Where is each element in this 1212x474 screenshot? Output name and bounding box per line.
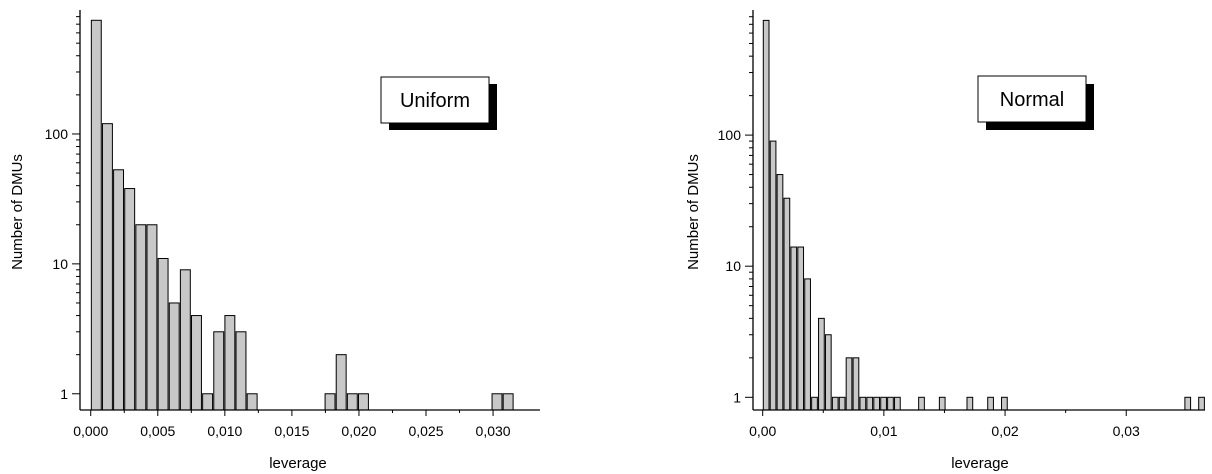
bar-uniform-2 <box>113 169 125 411</box>
bar-normal-2 <box>776 174 784 411</box>
legend-label-uniform: Uniform <box>400 90 470 112</box>
legend-normal: Normal <box>977 75 1094 130</box>
bar-uniform-8 <box>179 269 191 411</box>
bar-normal-10 <box>831 396 839 411</box>
bar-uniform-10 <box>202 393 214 411</box>
bar-normal-17 <box>880 396 887 411</box>
legend-uniform: Uniform <box>380 76 497 130</box>
bar-uniform-14 <box>246 393 258 411</box>
bar-normal-1 <box>769 140 777 411</box>
x-tick-label: 0,000 <box>73 423 108 439</box>
bar-normal-22 <box>966 396 974 411</box>
ticks-uniform: 0,000 0,005 0,010 0,015 0,020 0,025 0,030 1 10 10… <box>45 16 511 439</box>
bar-uniform-12 <box>224 315 236 411</box>
axes-normal <box>752 10 1205 411</box>
axes-uniform <box>79 10 540 411</box>
bar-uniform-4 <box>135 224 147 411</box>
bar-normal-13 <box>852 357 860 411</box>
bar-uniform-0 <box>90 19 102 411</box>
ticks-normal: 0,00 0,01 0,02 0,03 1 10 100 <box>718 16 1140 439</box>
bar-normal-26 <box>1198 396 1205 411</box>
bar-normal-20 <box>918 396 925 411</box>
bar-uniform-13 <box>235 331 247 411</box>
bar-normal-6 <box>804 278 811 411</box>
y-tick-label: 10 <box>52 256 68 272</box>
bar-uniform-11 <box>213 331 225 411</box>
bar-normal-21 <box>938 396 946 411</box>
bar-normal-25 <box>1184 396 1192 411</box>
bar-normal-23 <box>987 396 994 411</box>
bar-normal-19 <box>894 396 901 411</box>
x-axis-title-uniform: leverage <box>269 455 327 472</box>
bar-uniform-3 <box>124 188 136 411</box>
y-tick-label: 1 <box>60 386 68 402</box>
bars-uniform <box>90 19 514 411</box>
x-tick-label: 0,03 <box>1113 423 1140 439</box>
bar-normal-3 <box>783 197 791 411</box>
bar-normal-14 <box>859 396 867 411</box>
x-axis-title-normal: leverage <box>951 455 1009 472</box>
bar-uniform-17 <box>346 393 358 411</box>
bar-normal-9 <box>824 334 832 411</box>
y-tick-label: 100 <box>718 127 742 143</box>
bar-uniform-6 <box>157 257 169 411</box>
bar-normal-7 <box>811 396 818 411</box>
x-tick-label: 0,00 <box>749 423 776 439</box>
x-tick-label: 0,01 <box>870 423 897 439</box>
bar-normal-24 <box>1001 396 1008 411</box>
y-axis-title-uniform: Number of DMUs <box>9 154 26 270</box>
x-tick-label: 0,02 <box>991 423 1018 439</box>
bar-normal-8 <box>818 317 825 411</box>
bar-uniform-20 <box>502 393 514 411</box>
bar-normal-12 <box>845 357 853 411</box>
bar-normal-11 <box>838 396 846 411</box>
bar-uniform-5 <box>146 224 158 411</box>
bar-normal-15 <box>866 396 874 411</box>
x-tick-label: 0,010 <box>207 423 242 439</box>
bar-normal-16 <box>873 396 881 411</box>
bar-uniform-16 <box>335 354 347 411</box>
chart-uniform: 0,000 0,005 0,010 0,015 0,020 0,025 0,030 1 10 10… <box>9 10 540 472</box>
bar-uniform-1 <box>101 123 113 411</box>
bars-normal <box>762 19 1205 411</box>
x-tick-label: 0,030 <box>476 423 511 439</box>
x-tick-label: 0,015 <box>274 423 309 439</box>
bar-uniform-9 <box>191 315 202 411</box>
bar-uniform-15 <box>324 393 336 411</box>
legend-label-normal: Normal <box>1000 89 1064 111</box>
bar-normal-0 <box>762 19 770 411</box>
x-tick-label: 0,020 <box>341 423 376 439</box>
bar-uniform-7 <box>168 302 180 411</box>
bar-normal-4 <box>790 246 798 411</box>
bar-uniform-19 <box>491 393 503 411</box>
y-tick-label: 100 <box>45 126 69 142</box>
y-tick-label: 1 <box>733 389 741 405</box>
bar-normal-18 <box>887 396 894 411</box>
chart-normal: 0,00 0,01 0,02 0,03 1 10 100 leverage Number o… <box>685 10 1205 472</box>
x-tick-label: 0,025 <box>408 423 443 439</box>
x-tick-label: 0,005 <box>140 423 175 439</box>
bar-normal-5 <box>797 246 805 411</box>
y-tick-label: 10 <box>725 258 741 274</box>
y-axis-title-normal: Number of DMUs <box>685 154 702 270</box>
bar-uniform-18 <box>357 393 369 411</box>
